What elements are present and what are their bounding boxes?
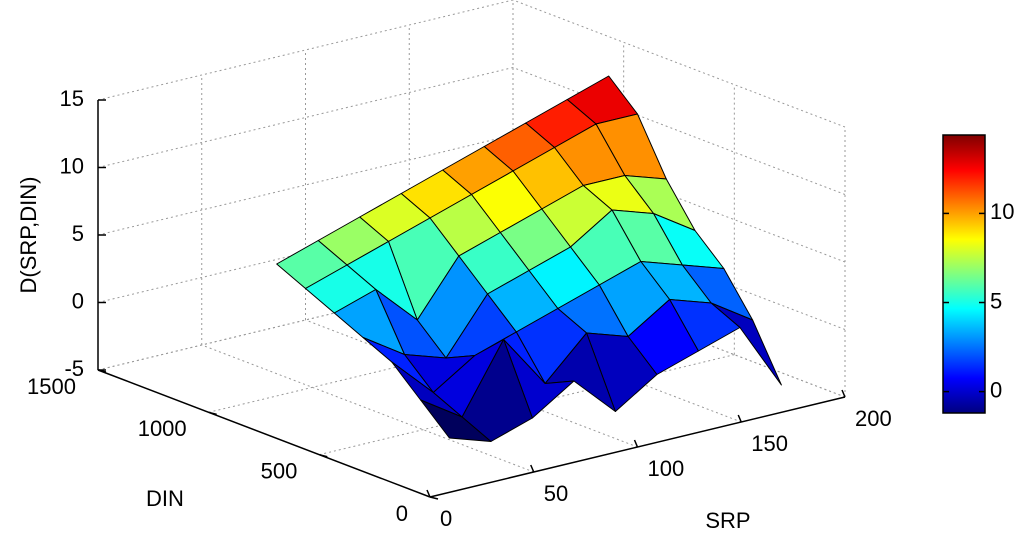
grid-line	[512, 67, 846, 195]
colorbar-tick-label: 10	[990, 199, 1014, 224]
colorbar-tick-label: 0	[990, 377, 1002, 402]
grid-line	[97, 0, 514, 101]
x-tick	[426, 489, 431, 498]
z-tick-label: -5	[64, 356, 84, 381]
z-tick-label: 15	[60, 86, 84, 111]
grid-line	[97, 134, 514, 236]
x-tick-label: 0	[440, 506, 452, 531]
y-tick-label: 500	[261, 458, 298, 483]
grid-line	[305, 319, 638, 448]
x-axis-label: SRP	[705, 508, 750, 533]
y-axis-label: DIN	[146, 486, 184, 511]
z-tick-label: 10	[60, 153, 84, 178]
y-tick	[97, 369, 107, 373]
y-tick	[429, 496, 439, 500]
x-tick-label: 50	[544, 481, 568, 506]
grid-line	[512, 0, 846, 128]
grid-line	[201, 344, 534, 473]
z-tick-label: 5	[72, 221, 84, 246]
x-tick-label: 150	[751, 431, 788, 456]
colorbar	[942, 134, 986, 414]
x-tick-label: 100	[648, 456, 685, 481]
grid-line	[319, 354, 735, 456]
z-tick-label: 0	[72, 288, 84, 313]
x-tick-label: 200	[855, 406, 892, 431]
grid-line	[97, 67, 514, 168]
y-tick-label: 1500	[27, 374, 76, 399]
y-tick	[319, 453, 328, 458]
x-tick	[737, 414, 742, 423]
z-axis-label: D(SRP,DIN)	[16, 177, 41, 294]
y-tick-label: 1000	[138, 416, 187, 441]
x-tick	[530, 464, 535, 473]
x-tick	[633, 439, 639, 448]
y-tick	[208, 411, 217, 416]
y-axis	[97, 369, 431, 498]
x-tick	[841, 389, 846, 398]
y-tick-label: 0	[396, 501, 408, 526]
surface-patch	[420, 399, 492, 442]
colorbar-tick-label: 5	[990, 288, 1002, 313]
